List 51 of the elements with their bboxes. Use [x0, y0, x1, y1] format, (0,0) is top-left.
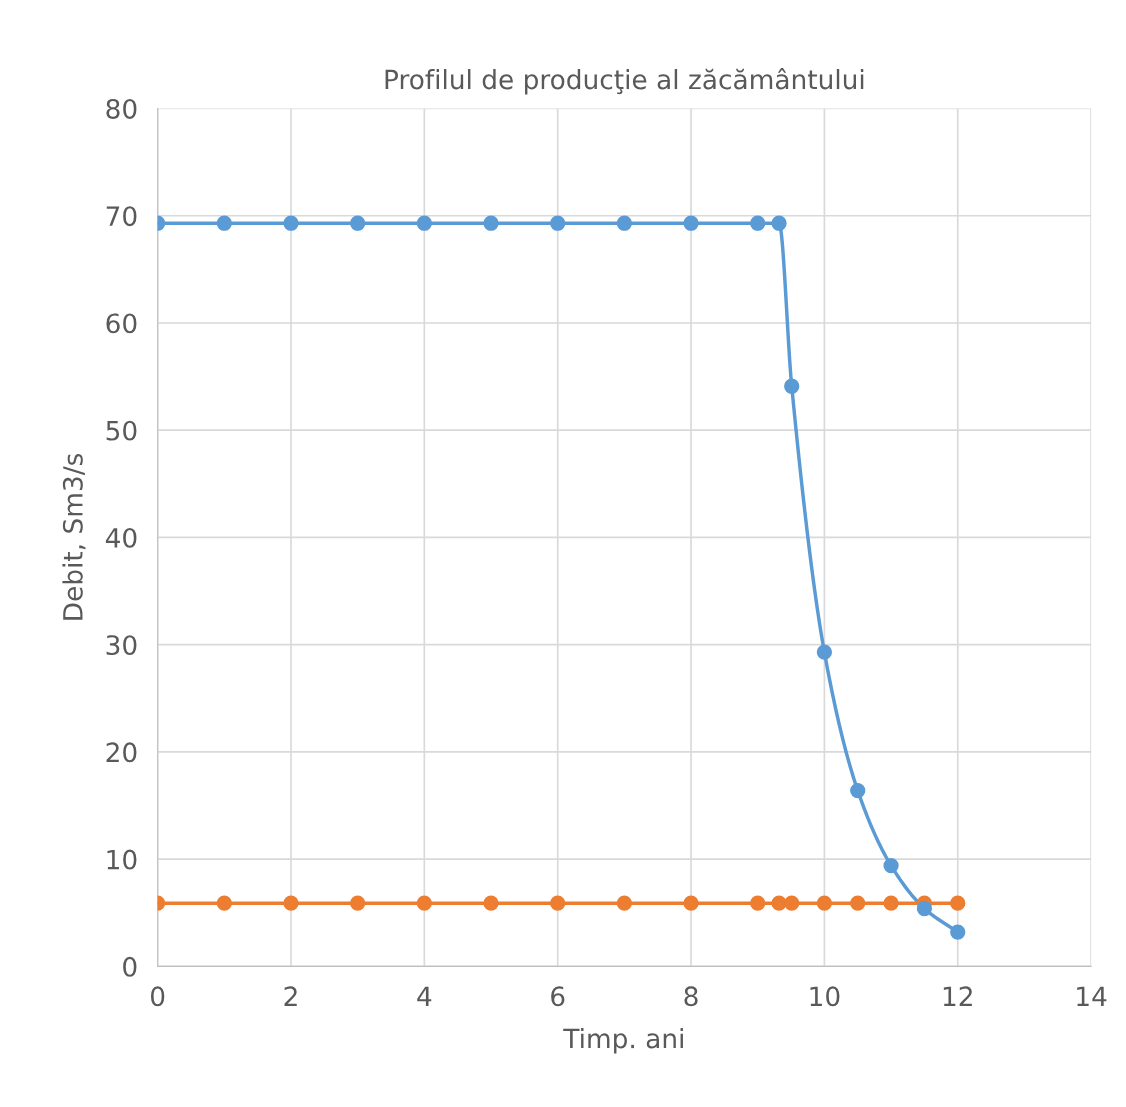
point [616, 215, 633, 231]
x-tick-label: 0 [150, 986, 165, 1007]
point [483, 895, 499, 911]
point [750, 215, 766, 231]
point [416, 215, 432, 231]
point [283, 215, 299, 231]
x-tick-label: 4 [417, 986, 432, 1006]
point [216, 215, 232, 231]
point [683, 215, 699, 231]
point [850, 782, 866, 799]
point [216, 895, 232, 911]
point [883, 895, 899, 911]
point [850, 895, 866, 911]
x-tick-label: 14 [1077, 986, 1107, 1006]
point [350, 215, 366, 231]
point [550, 215, 566, 231]
point [750, 895, 766, 911]
x-tick-label: 2 [284, 986, 297, 1006]
point [683, 895, 699, 911]
point [283, 895, 299, 911]
point [784, 895, 800, 911]
point [784, 378, 800, 394]
point [950, 895, 966, 911]
point [771, 895, 787, 911]
x-tick-label: 6 [551, 986, 565, 1007]
point [816, 895, 833, 911]
y-tick-label: 60 [106, 313, 137, 334]
point [350, 895, 366, 911]
y-axis-title: Debit, Sm3/s [62, 453, 86, 620]
x-axis-title: Timp. ani [563, 1028, 683, 1054]
y-tick-label: 10 [107, 849, 137, 870]
y-tick-label: 50 [106, 420, 137, 441]
point [550, 895, 566, 911]
point [950, 924, 966, 940]
y-tick-label: 0 [123, 956, 137, 977]
x-tick-label: 12 [943, 986, 972, 1006]
x-tick-label: 8 [684, 986, 698, 1007]
point [883, 857, 899, 874]
y-tick-label: 20 [106, 742, 137, 763]
point [616, 895, 633, 911]
point [771, 215, 787, 231]
y-tick-label: 70 [106, 206, 137, 227]
point [816, 644, 833, 660]
chart-title: Profilul de producţie al zăcământului [385, 67, 864, 95]
y-tick-label: 80 [106, 98, 137, 119]
y-tick-label: 30 [106, 635, 137, 656]
point [416, 895, 432, 911]
y-tick-label: 40 [105, 527, 137, 548]
x-tick-label: 10 [810, 986, 840, 1007]
point [916, 900, 933, 917]
point [483, 215, 499, 231]
